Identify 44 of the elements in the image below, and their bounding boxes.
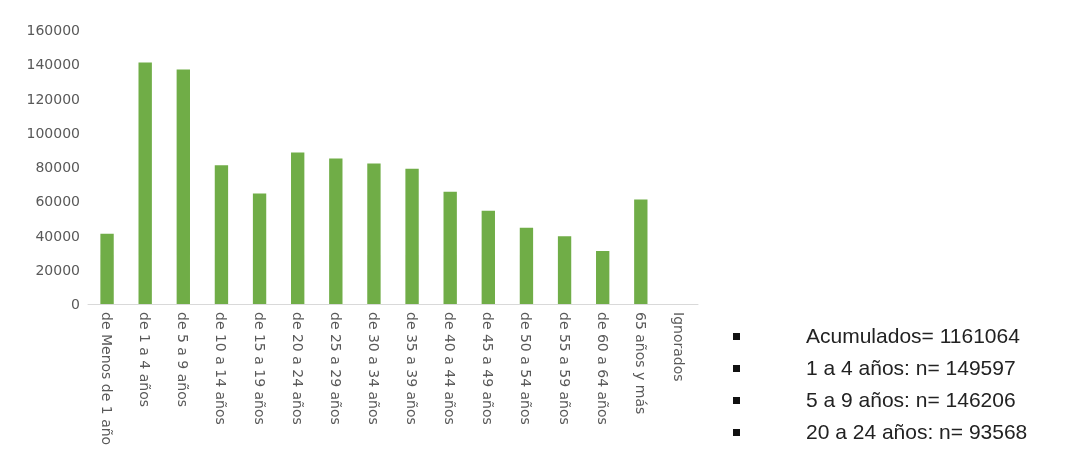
bar: [405, 168, 419, 304]
bar: [214, 165, 229, 304]
bar: [291, 152, 305, 304]
bar: [138, 62, 152, 304]
bar: [329, 158, 343, 304]
y-tick-label: 120000: [26, 90, 80, 107]
x-tick-label: de 10 a 14 años: [213, 312, 230, 425]
bar: [596, 250, 610, 304]
x-tick-label: de 40 a 44 años: [442, 312, 459, 425]
text: 1 a 4 años: n= 149597: [806, 355, 1016, 381]
y-tick-label: 80000: [35, 159, 80, 175]
x-tick-label: de 25 a 29 años: [327, 312, 344, 425]
bar: [252, 193, 267, 304]
bar: [634, 199, 648, 304]
x-tick-label: de 15 a 19 años: [251, 312, 268, 425]
y-tick-label: 100000: [26, 124, 80, 141]
y-tick-label: 0: [71, 296, 80, 312]
x-tick-label: de 55 a 59 años: [556, 312, 573, 425]
bar: [367, 163, 381, 304]
text: 20 a 24 años: n= 93568: [806, 419, 1028, 445]
x-tick-label: de Menos de 1 año: [99, 312, 116, 446]
bar: [557, 236, 572, 304]
bar: [100, 233, 114, 304]
x-tick-label: de 20 a 24 años: [289, 312, 306, 425]
x-tick-label: de 35 a 39 años: [404, 312, 421, 425]
x-tick-label: 65 años y más: [632, 312, 649, 415]
text: 5 a 9 años: n= 146206: [806, 387, 1016, 413]
x-tick-label: de 50 a 54 años: [518, 312, 535, 425]
y-tick-label: 60000: [35, 193, 80, 210]
y-tick-label: 20000: [35, 261, 80, 278]
bar: [176, 69, 190, 304]
y-tick-label: 140000: [26, 56, 80, 73]
text: Acumulados= 1161064: [806, 323, 1020, 349]
bar: [481, 210, 495, 304]
x-tick-label: Ignorados: [670, 312, 687, 382]
bar: [519, 227, 534, 304]
bar: [443, 191, 457, 304]
y-tick-label: 160000: [26, 22, 80, 38]
y-tick-label: 40000: [35, 227, 80, 244]
x-tick-label: de 30 a 34 años: [365, 312, 382, 425]
x-tick-label: de 5 a 9 años: [175, 312, 192, 408]
x-tick-label: de 60 a 64 años: [594, 312, 611, 425]
x-tick-label: de 45 a 49 años: [480, 312, 497, 425]
x-tick-label: de 1 a 4 años: [137, 312, 154, 408]
